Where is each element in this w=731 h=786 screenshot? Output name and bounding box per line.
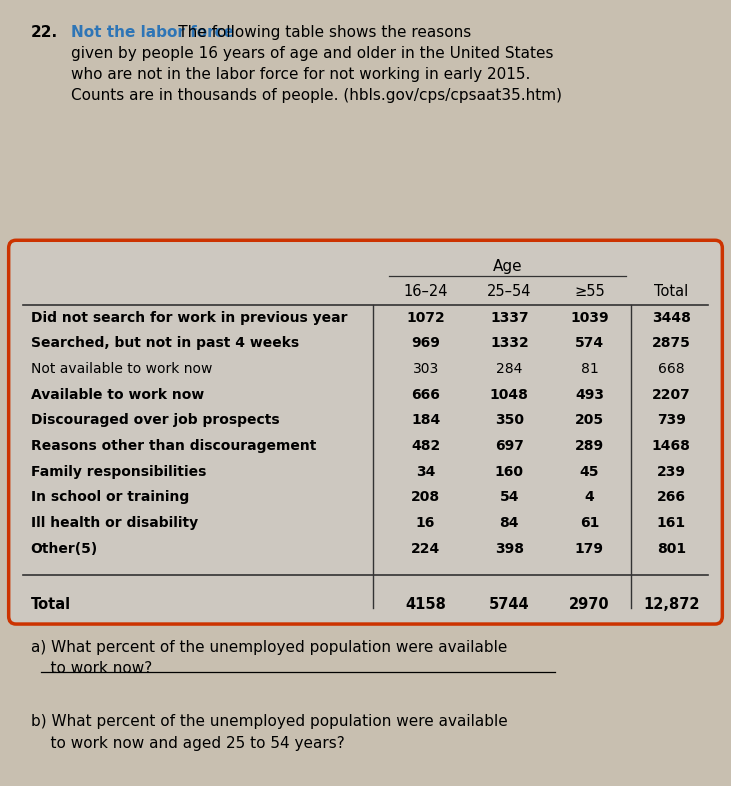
Text: 398: 398 [495, 542, 524, 556]
Text: 1468: 1468 [652, 439, 691, 453]
Text: Not the labor force: Not the labor force [72, 25, 235, 40]
Text: 16: 16 [416, 516, 435, 530]
Text: In school or training: In school or training [31, 490, 189, 505]
Text: 350: 350 [495, 413, 524, 428]
Text: 4: 4 [585, 490, 594, 505]
Text: 224: 224 [411, 542, 440, 556]
Text: 289: 289 [575, 439, 604, 453]
Text: 1332: 1332 [490, 336, 529, 351]
Text: 482: 482 [411, 439, 440, 453]
Text: 1048: 1048 [490, 387, 529, 402]
Text: 1337: 1337 [490, 310, 529, 325]
FancyBboxPatch shape [9, 241, 722, 624]
Text: 2207: 2207 [652, 387, 691, 402]
Text: Discouraged over job prospects: Discouraged over job prospects [31, 413, 279, 428]
Text: Reasons other than discouragement: Reasons other than discouragement [31, 439, 316, 453]
Text: Did not search for work in previous year: Did not search for work in previous year [31, 310, 347, 325]
Text: 239: 239 [657, 465, 686, 479]
Text: 34: 34 [416, 465, 435, 479]
Text: 574: 574 [575, 336, 604, 351]
Text: 84: 84 [499, 516, 519, 530]
Text: Total: Total [31, 597, 71, 612]
Text: 184: 184 [411, 413, 440, 428]
Text: 3448: 3448 [652, 310, 691, 325]
Text: 739: 739 [657, 413, 686, 428]
Text: 2970: 2970 [569, 597, 610, 612]
Text: 205: 205 [575, 413, 604, 428]
Text: 160: 160 [495, 465, 524, 479]
Text: The following table shows the reasons
given by people 16 years of age and older : The following table shows the reasons gi… [72, 25, 562, 103]
Text: 61: 61 [580, 516, 599, 530]
Text: 668: 668 [658, 362, 685, 376]
Text: 45: 45 [580, 465, 599, 479]
Text: 25–54: 25–54 [487, 284, 531, 299]
Text: 2875: 2875 [652, 336, 691, 351]
Text: 5744: 5744 [489, 597, 530, 612]
Text: 16–24: 16–24 [404, 284, 448, 299]
Text: a) What percent of the unemployed population were available
    to work now?: a) What percent of the unemployed popula… [31, 640, 507, 676]
Text: 266: 266 [657, 490, 686, 505]
Text: 1039: 1039 [570, 310, 609, 325]
Text: Searched, but not in past 4 weeks: Searched, but not in past 4 weeks [31, 336, 299, 351]
Text: 666: 666 [411, 387, 440, 402]
Text: 81: 81 [580, 362, 598, 376]
Text: 493: 493 [575, 387, 604, 402]
Text: 284: 284 [496, 362, 523, 376]
Text: Available to work now: Available to work now [31, 387, 204, 402]
Text: 161: 161 [656, 516, 686, 530]
Text: Other(5): Other(5) [31, 542, 98, 556]
Text: Family responsibilities: Family responsibilities [31, 465, 206, 479]
Text: 303: 303 [412, 362, 439, 376]
Text: 969: 969 [411, 336, 440, 351]
Text: Not available to work now: Not available to work now [31, 362, 212, 376]
Text: b) What percent of the unemployed population were available
    to work now and : b) What percent of the unemployed popula… [31, 714, 507, 751]
Text: ≥55: ≥55 [574, 284, 605, 299]
Text: 4158: 4158 [405, 597, 446, 612]
Text: 179: 179 [575, 542, 604, 556]
Text: 697: 697 [495, 439, 523, 453]
Text: Ill health or disability: Ill health or disability [31, 516, 197, 530]
Text: 1072: 1072 [406, 310, 445, 325]
Text: 22.: 22. [31, 25, 58, 40]
Text: Age: Age [493, 259, 523, 274]
Text: 801: 801 [656, 542, 686, 556]
Text: Total: Total [654, 284, 689, 299]
Text: 12,872: 12,872 [643, 597, 700, 612]
Text: 208: 208 [411, 490, 440, 505]
Text: 54: 54 [499, 490, 519, 505]
